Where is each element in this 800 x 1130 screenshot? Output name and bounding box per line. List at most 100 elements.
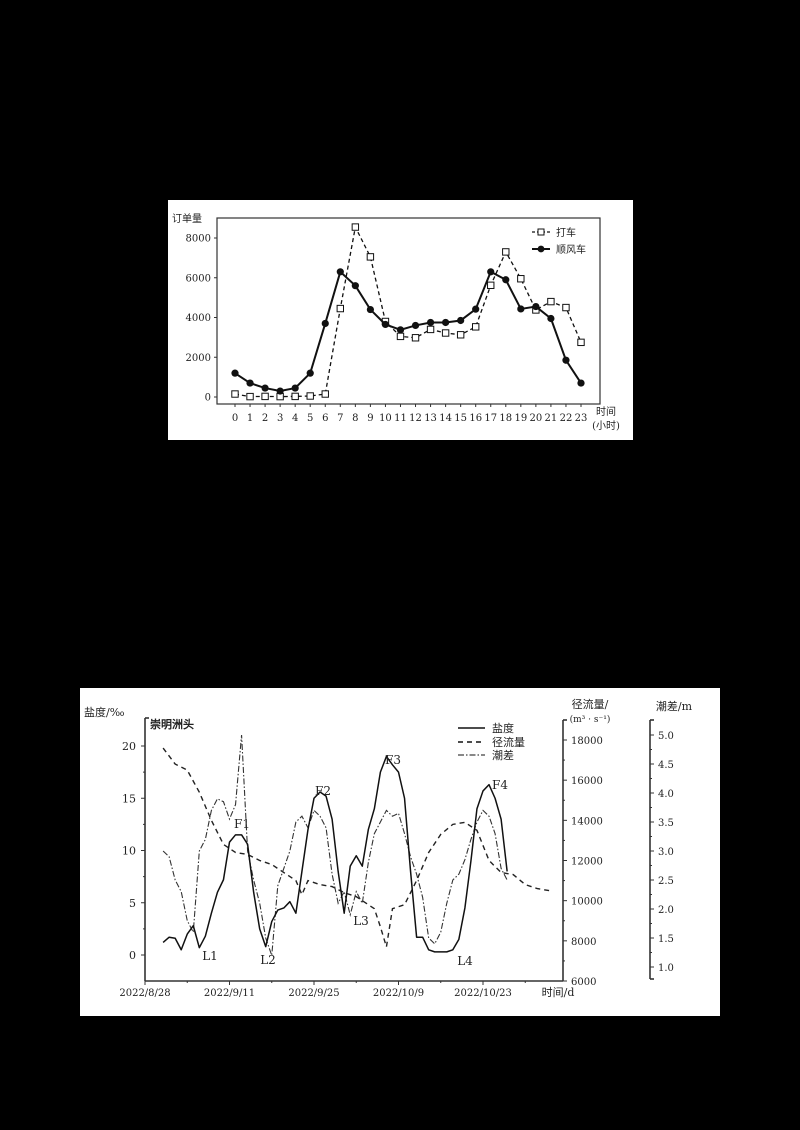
hitch-marker	[426, 318, 435, 327]
hitch-marker	[577, 379, 585, 387]
x-tick-label: 12	[409, 413, 422, 424]
runoff-tick-label: 14000	[571, 816, 603, 827]
salinity-plot: 盐度/‰ 崇明洲头 0 5 10 15 20 2022/8/28 2022/9/11 2022/9…	[84, 697, 693, 999]
annotation-f2: F2	[315, 784, 331, 798]
hitch-marker	[562, 356, 570, 364]
runoff-tick-label: 16000	[571, 776, 603, 787]
time-axis-label: 时间/d	[542, 986, 575, 999]
legend-hitch-label: 顺风车	[556, 243, 586, 256]
taxi-marker	[487, 281, 495, 290]
taxi-marker	[411, 334, 420, 342]
hitch-marker	[291, 384, 299, 392]
time-tick-label: 2022/9/25	[288, 988, 339, 999]
taxi-marker	[562, 303, 570, 312]
x-tick-label: 5	[307, 413, 313, 424]
y-tick-label: 2000	[186, 353, 211, 364]
x-tick-label: 4	[292, 413, 298, 424]
salinity-tick-label: 15	[122, 792, 136, 805]
x-tick-label: 10	[379, 413, 392, 424]
salinity-tick-label: 10	[122, 845, 136, 858]
annotation-f3: F3	[385, 753, 401, 767]
taxi-marker	[547, 297, 555, 306]
x-tick-label: 16	[469, 413, 482, 424]
hitch-marker	[517, 305, 525, 313]
tide-axis-label: 潮差/m	[656, 699, 693, 713]
x-tick-label: 22	[560, 413, 573, 424]
hitch-marker	[246, 379, 254, 387]
annotation-l1: L1	[202, 949, 218, 963]
hitch-marker	[231, 369, 239, 377]
tide-tick-label: 3.5	[658, 818, 674, 829]
hitch-marker	[411, 321, 420, 330]
runoff-tick-label: 8000	[571, 937, 596, 948]
hitch-marker	[381, 320, 390, 329]
salinity-tick-label: 5	[129, 897, 136, 910]
annotation-l2: L2	[260, 953, 276, 967]
tide-tick-label: 1.5	[658, 934, 674, 945]
hitch-marker	[502, 276, 510, 284]
taxi-marker	[577, 338, 585, 347]
hitch-marker	[532, 302, 540, 311]
hitch-marker	[276, 387, 284, 395]
tide-tick-label: 3.0	[658, 847, 674, 858]
x-axis-label: 时间	[596, 405, 616, 418]
annotation-l3: L3	[353, 914, 369, 928]
annotation-l4: L4	[457, 954, 473, 968]
x-tick-label: 14	[439, 413, 452, 424]
x-tick-label: 7	[337, 413, 343, 424]
hitch-marker	[472, 305, 480, 313]
runoff-axis-label: 径流量/	[572, 697, 609, 711]
taxi-marker	[471, 323, 480, 331]
runoff-tick-label: 18000	[571, 736, 603, 747]
hitch-marker	[321, 319, 329, 328]
taxi-marker	[502, 248, 510, 256]
hitch-marker	[336, 268, 344, 276]
taxi-marker	[517, 275, 525, 283]
taxi-marker	[321, 390, 329, 398]
legend-salinity-label: 盐度	[492, 721, 514, 735]
taxi-marker	[396, 332, 405, 341]
runoff-tick-label: 10000	[571, 897, 603, 908]
x-tick-label: 0	[232, 413, 238, 424]
x-tick-label: 3	[277, 413, 283, 424]
salinity-tick-label: 0	[129, 949, 136, 962]
time-tick-label: 2022/8/28	[119, 988, 170, 999]
taxi-marker	[366, 253, 375, 261]
taxi-marker	[306, 392, 314, 400]
tide-line	[162, 734, 508, 956]
tide-tick-label: 4.5	[658, 760, 674, 771]
tide-tick-label: 1.0	[658, 963, 674, 974]
x-tick-label: 17	[484, 413, 497, 424]
x-axis-label-unit: (小时)	[592, 420, 620, 432]
salinity-tick-label: 20	[122, 740, 136, 753]
hitch-marker	[457, 316, 465, 325]
tide-tick-label: 4.0	[658, 789, 674, 800]
taxi-line	[234, 225, 582, 398]
legend-runoff-label: 径流量	[492, 735, 525, 749]
legend-taxi-label: 打车	[556, 226, 576, 239]
time-tick-label: 2022/9/11	[204, 988, 255, 999]
tide-tick-label: 2.0	[658, 905, 674, 916]
taxi-marker	[231, 390, 239, 398]
salinity-axis-label: 盐度/‰	[84, 705, 125, 719]
time-tick-label: 2022/10/23	[454, 988, 512, 999]
tide-tick-label: 2.5	[658, 876, 674, 887]
tide-tick-label: 5.0	[658, 731, 674, 742]
hitch-line	[234, 269, 582, 393]
x-tick-label: 11	[394, 413, 407, 424]
x-tick-label: 21	[545, 413, 558, 424]
taxi-marker	[246, 392, 254, 401]
salinity-line	[162, 755, 508, 953]
y-tick-label: 8000	[186, 234, 211, 245]
legend-hitch-marker	[537, 245, 545, 253]
legend-tide-label: 潮差	[492, 748, 514, 762]
hitch-marker	[306, 369, 314, 377]
x-tick-label: 15	[454, 413, 467, 424]
annotation-f4: F4	[492, 778, 508, 792]
taxi-marker	[291, 392, 299, 401]
x-tick-label: 2	[262, 413, 268, 424]
ride-orders-chart: 订单量 0 2000 4000 6000 8000 0 1 2 3 4 5 6 7 8 9 10 11 12 13 14…	[168, 200, 633, 440]
y-axis-label: 订单量	[172, 213, 202, 225]
x-tick-label: 8	[352, 413, 358, 424]
